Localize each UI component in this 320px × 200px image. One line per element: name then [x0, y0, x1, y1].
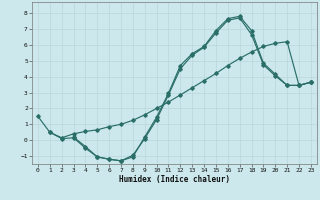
X-axis label: Humidex (Indice chaleur): Humidex (Indice chaleur) — [119, 175, 230, 184]
